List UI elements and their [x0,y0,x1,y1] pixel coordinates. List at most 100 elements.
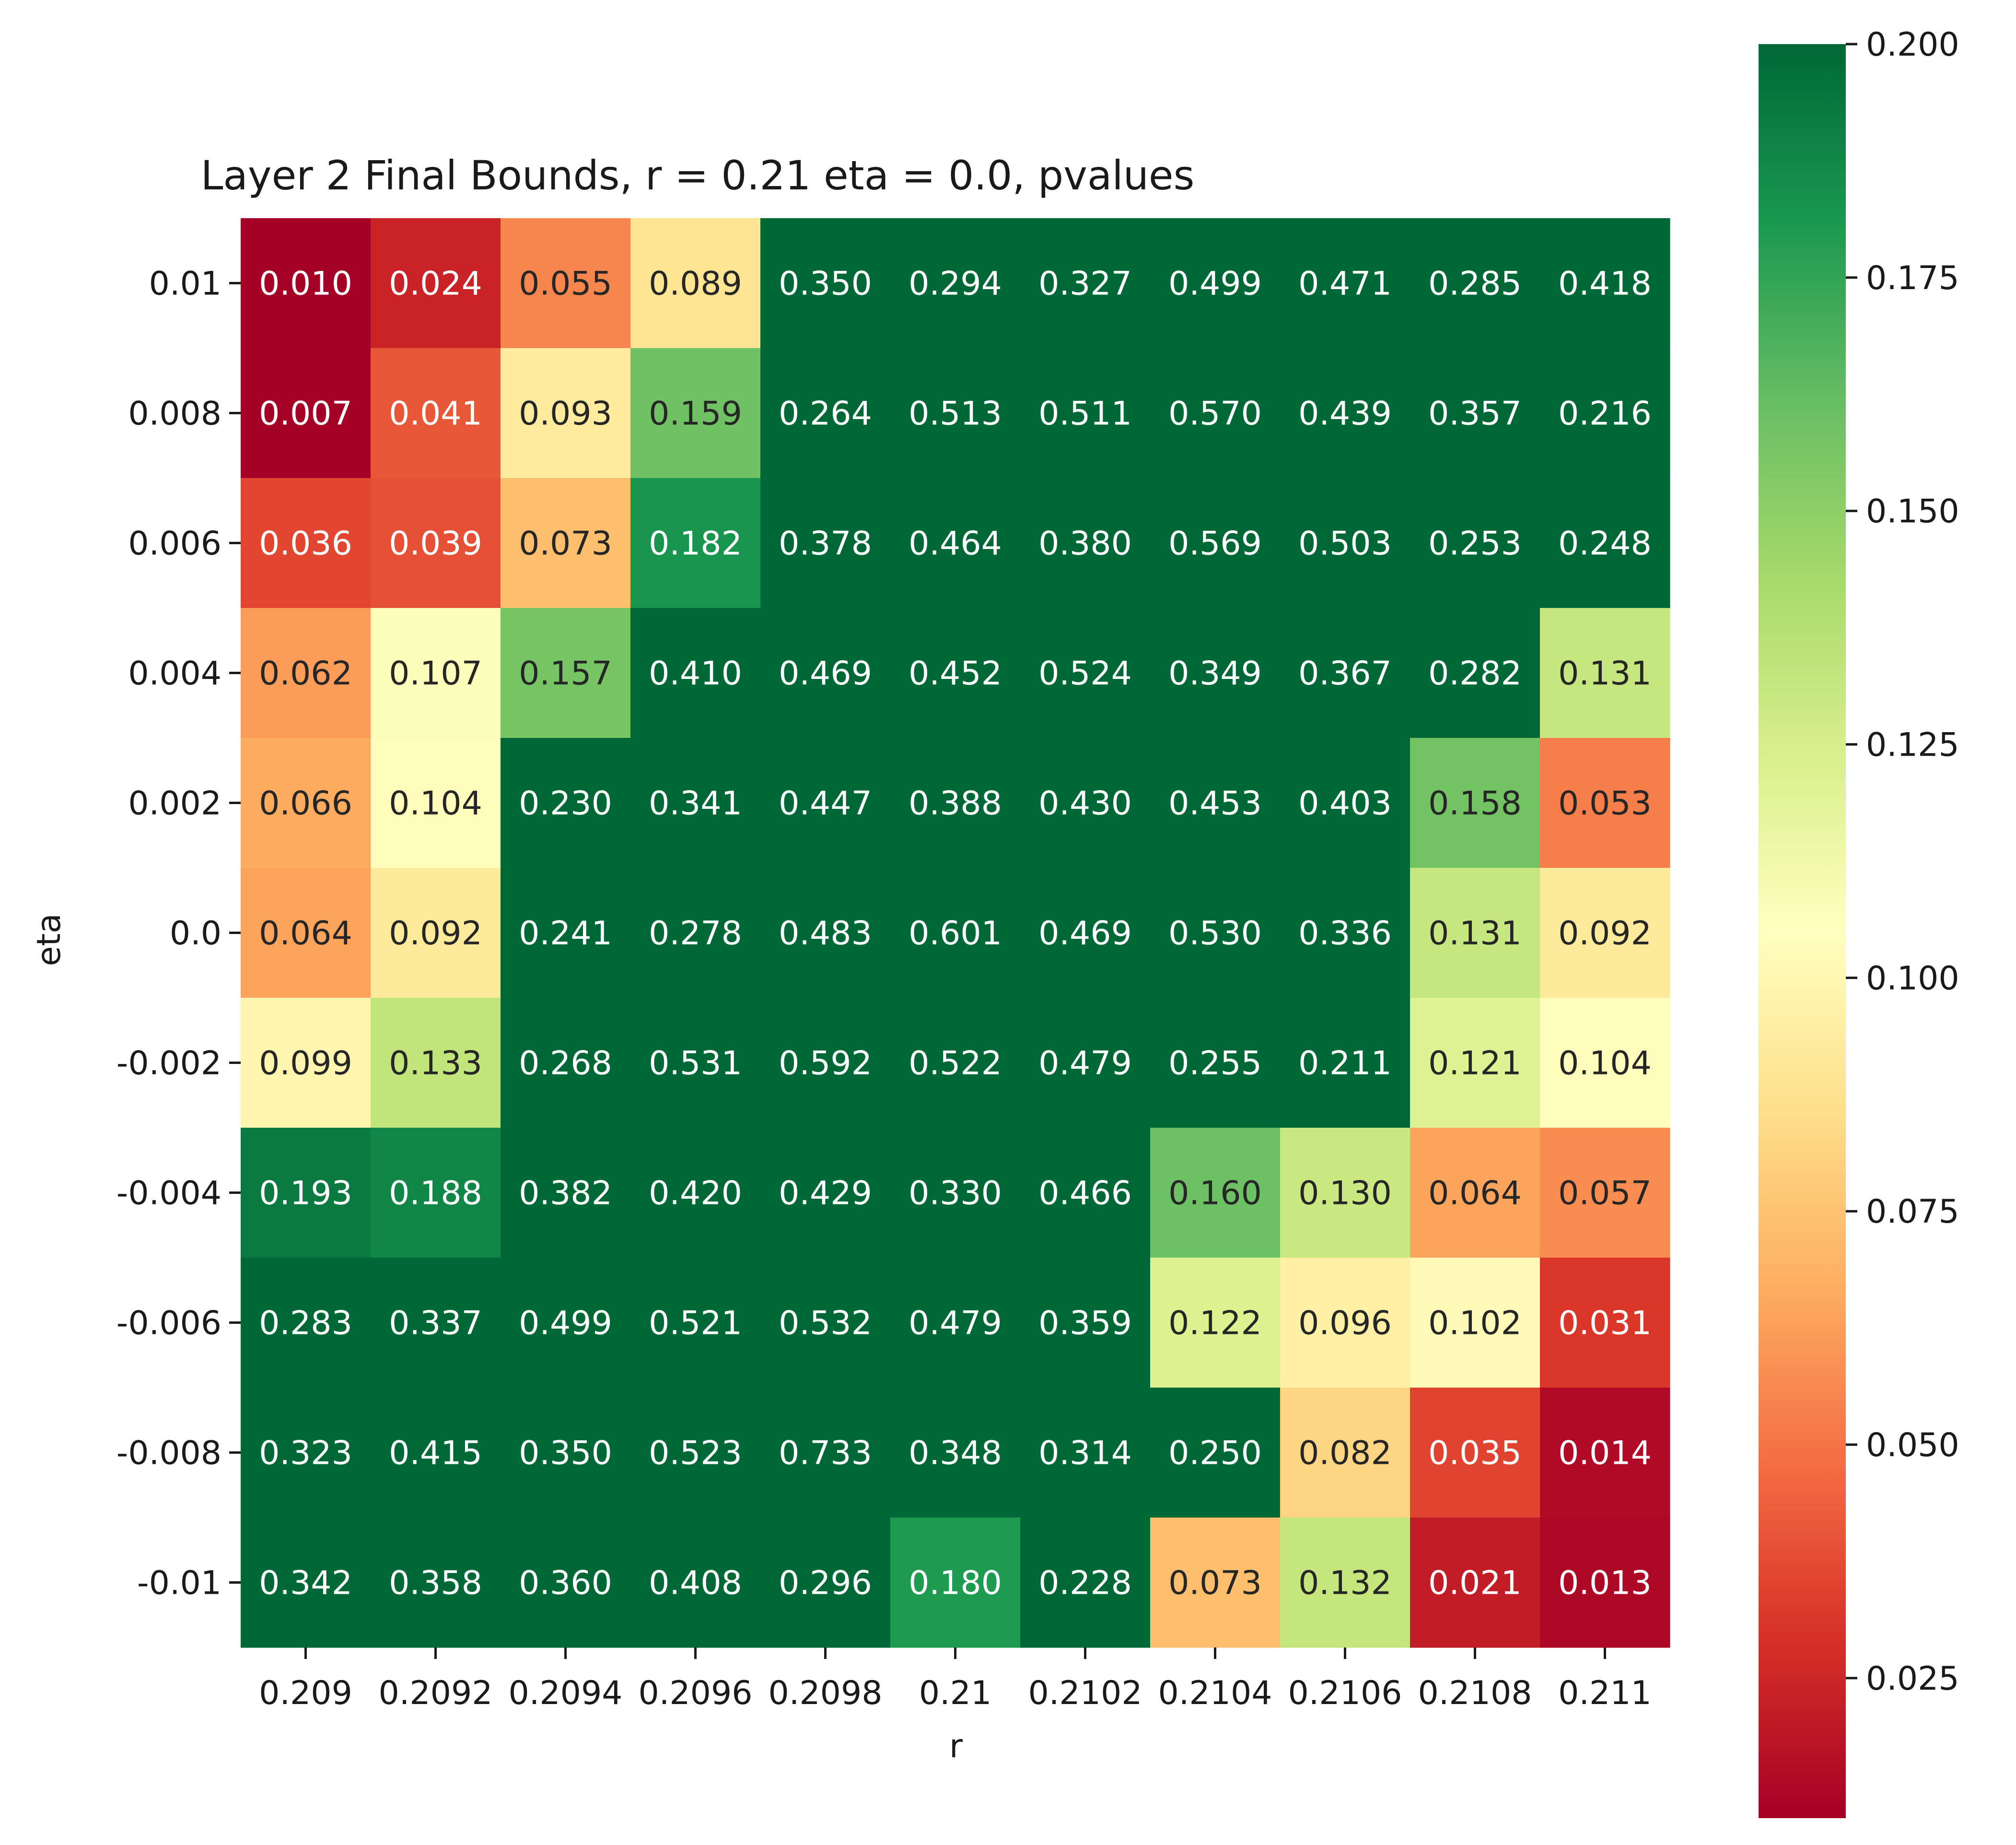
cell-value-label: 0.342 [259,1565,352,1602]
heatmap-cell [371,1518,501,1648]
heatmap-cell [760,1128,891,1258]
heatmap-cell [1150,1128,1281,1258]
cell-value-label: 0.382 [519,1175,612,1213]
heatmap-cell [241,478,371,608]
cell-value-label: 0.452 [909,655,1002,693]
cell-value-label: 0.188 [389,1175,482,1213]
cell-value-label: 0.378 [779,525,872,563]
cell-value-label: 0.530 [1168,915,1262,953]
cell-value-label: 0.193 [259,1175,352,1213]
heatmap-cell [1150,998,1281,1128]
cell-value-label: 0.348 [909,1435,1002,1472]
cell-value-label: 0.053 [1558,785,1652,823]
cell-value-label: 0.531 [649,1045,742,1083]
y-tick-label: 0.008 [128,395,221,433]
heatmap-cell [501,868,631,998]
heatmap-cell [241,218,371,349]
cell-value-label: 0.013 [1558,1565,1652,1602]
x-axis-ticks: 0.209 0.2092 0.2094 0.2096 0.2098 0.21 0.2102 0… [259,1647,1652,1712]
cell-value-label: 0.349 [1168,655,1262,693]
cell-value-label: 0.089 [649,265,742,303]
heatmap-cell [760,608,891,738]
cell-value-label: 0.264 [779,395,872,433]
y-tick-label: 0.01 [149,265,221,303]
cell-value-label: 0.073 [519,525,612,563]
heatmap-cell [1410,998,1540,1128]
x-tick-label: 0.21 [919,1674,991,1712]
cell-value-label: 0.358 [389,1565,482,1602]
heatmap-cell [1280,998,1410,1128]
heatmap-cell [890,998,1021,1128]
cell-value-label: 0.024 [389,265,482,303]
heatmap-cell [890,1388,1021,1518]
heatmap-cell [760,998,891,1128]
x-tick-label: 0.211 [1558,1674,1652,1712]
heatmap-cell [501,478,631,608]
heatmap-cell [630,738,761,868]
heatmap-cell [630,348,761,479]
cell-value-label: 0.122 [1168,1305,1262,1343]
heatmap-cell [1280,218,1410,349]
cell-value-label: 0.503 [1298,525,1392,563]
cell-value-label: 0.453 [1168,785,1262,823]
heatmap-cell [1020,1128,1151,1258]
heatmap-cell [241,608,371,738]
heatmap-cell [630,608,761,738]
cell-value-label: 0.132 [1298,1565,1392,1602]
cell-value-label: 0.010 [259,265,352,303]
cell-value-label: 0.464 [909,525,1002,563]
cell-value-label: 0.253 [1428,525,1522,563]
heatmap-cell [371,218,501,349]
cell-value-label: 0.107 [389,655,482,693]
cell-value-label: 0.403 [1298,785,1392,823]
heatmap-cell [1540,478,1670,608]
cell-value-label: 0.469 [779,655,872,693]
cell-value-label: 0.039 [389,525,482,563]
heatmap-cell [241,348,371,479]
y-tick-label: -0.008 [117,1435,221,1472]
x-tick-label: 0.209 [259,1674,352,1712]
heatmap-cell [1020,608,1151,738]
cell-value-label: 0.255 [1168,1045,1262,1083]
x-axis-label: r [949,1728,963,1765]
chart-title: Layer 2 Final Bounds, r = 0.21 eta = 0.0… [201,152,1195,199]
cell-value-label: 0.733 [779,1435,872,1472]
colorbar-tick-label: 0.150 [1866,493,1959,531]
heatmap-cell [1280,348,1410,479]
cell-value-label: 0.130 [1298,1175,1392,1213]
heatmap-cell [241,1388,371,1518]
heatmap-cell [1540,1128,1670,1258]
cell-value-label: 0.093 [519,395,612,433]
heatmap-cell [1020,348,1151,479]
cell-value-label: 0.036 [259,525,352,563]
cell-value-label: 0.330 [909,1175,1002,1213]
heatmap-cell [1410,478,1540,608]
heatmap-cell [890,218,1021,349]
heatmap-cell [1150,608,1281,738]
heatmap-cell [501,1388,631,1518]
x-tick-label: 0.2102 [1028,1674,1142,1712]
heatmap-cell [371,348,501,479]
heatmap-cell [1020,738,1151,868]
colorbar-tick-label: 0.075 [1866,1193,1959,1231]
cell-value-label: 0.268 [519,1045,612,1083]
y-tick-label: 0.006 [128,525,221,563]
heatmap-cell [1540,1258,1670,1388]
cell-value-label: 0.285 [1428,265,1522,303]
cell-value-label: 0.499 [519,1305,612,1343]
heatmap-cell [1410,348,1540,479]
heatmap-cell [1020,1258,1151,1388]
cell-value-label: 0.337 [389,1305,482,1343]
cell-value-label: 0.216 [1558,395,1652,433]
cell-value-label: 0.522 [909,1045,1002,1083]
cell-value-label: 0.158 [1428,785,1522,823]
cell-value-label: 0.055 [519,265,612,303]
heatmap-cell [1150,1258,1281,1388]
heatmap-cell [241,738,371,868]
heatmap-cell [630,868,761,998]
heatmap-cell [1410,868,1540,998]
heatmap-cell [1150,1518,1281,1648]
cell-value-label: 0.569 [1168,525,1262,563]
heatmap-cell [760,1388,891,1518]
